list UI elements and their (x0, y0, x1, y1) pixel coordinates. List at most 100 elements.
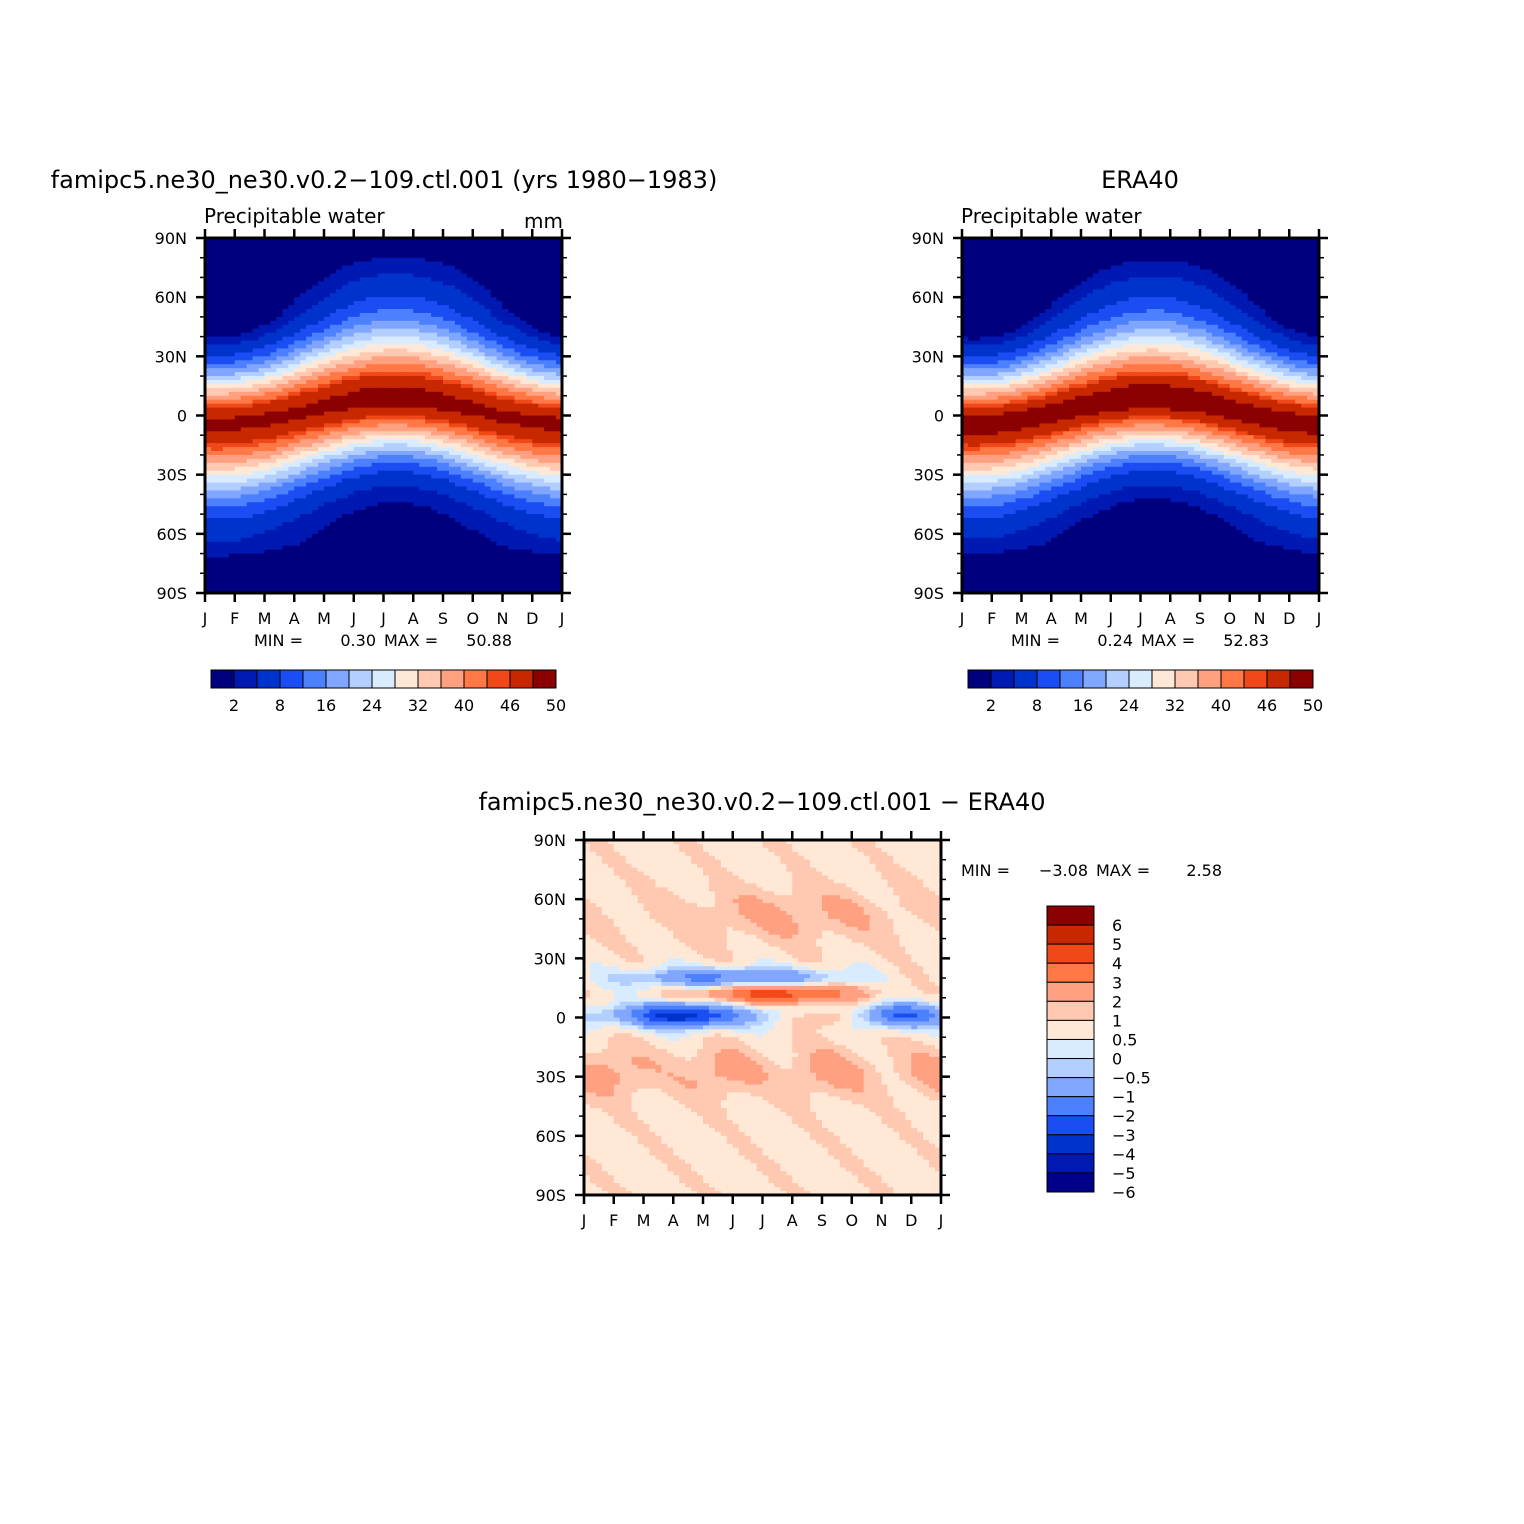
heatmap-cell (234, 368, 242, 373)
heatmap-cell (222, 387, 230, 393)
heatmap-cell (205, 494, 212, 499)
heatmap-cell (353, 387, 361, 393)
heatmap-cell (246, 344, 254, 350)
heatmap-cell (460, 498, 468, 503)
heatmap-cell (472, 383, 480, 389)
heatmap-cell (359, 478, 367, 484)
heatmap-cell (246, 368, 254, 373)
heatmap-cell (508, 297, 515, 302)
heatmap-cell (210, 391, 218, 397)
heatmap-cell (443, 439, 450, 444)
heatmap-cell (371, 466, 379, 472)
heatmap-cell (454, 458, 462, 464)
heatmap-cell (300, 502, 307, 507)
heatmap-cell (472, 443, 480, 448)
heatmap-cell (437, 419, 444, 424)
heatmap-cell (365, 253, 373, 259)
heatmap-cell (520, 399, 527, 405)
heatmap-cell (478, 320, 486, 326)
heatmap-cell (246, 474, 254, 480)
heatmap-cell (371, 305, 379, 310)
heatmap-cell (258, 510, 266, 515)
heatmap-cell (371, 277, 379, 282)
heatmap-cell (210, 297, 218, 302)
heatmap-cell (407, 289, 414, 294)
heatmap-cell (401, 498, 408, 503)
heatmap-cell (270, 289, 277, 294)
heatmap-cell (395, 360, 402, 365)
heatmap-cell (395, 553, 402, 559)
heatmap-cell (556, 297, 563, 302)
heatmap-cell (395, 549, 402, 555)
heatmap-cell (246, 419, 254, 424)
heatmap-cell (228, 257, 236, 263)
heatmap-cell (425, 273, 432, 279)
heatmap-cell (454, 553, 462, 559)
heatmap-cell (484, 372, 492, 377)
heatmap-cell (294, 419, 301, 424)
heatmap-cell (205, 261, 212, 267)
heatmap-cell (318, 443, 325, 448)
heatmap-cell (443, 411, 450, 417)
heatmap-cell (478, 518, 486, 523)
heatmap-cell (407, 297, 414, 302)
heatmap-cell (407, 305, 414, 310)
heatmap-cell (318, 454, 325, 460)
heatmap-cell (484, 332, 492, 338)
heatmap-cell (324, 466, 331, 472)
heatmap-cell (502, 522, 510, 527)
heatmap-cell (514, 328, 521, 334)
heatmap-cell (520, 277, 527, 282)
heatmap-cell (341, 419, 349, 424)
heatmap-cell (472, 431, 480, 436)
heatmap-cell (270, 340, 277, 346)
heatmap-cell (276, 474, 283, 480)
heatmap-cell (496, 490, 504, 495)
heatmap-cell (228, 309, 236, 314)
heatmap-cell (466, 411, 474, 417)
heatmap-cell (544, 336, 551, 342)
heatmap-cell (431, 309, 438, 314)
heatmap-cell (520, 447, 527, 452)
heatmap-cell (520, 356, 527, 361)
heatmap-cell (413, 533, 420, 539)
heatmap-cell (389, 427, 396, 432)
heatmap-cell (353, 238, 361, 243)
heatmap-cell (544, 352, 551, 357)
heatmap-cell (454, 368, 462, 373)
heatmap-cell (544, 395, 551, 401)
heatmap-cell (335, 557, 343, 563)
heatmap-cell (425, 340, 432, 346)
heatmap-cell (490, 305, 498, 310)
heatmap-cell (246, 324, 254, 330)
heatmap-cell (377, 470, 385, 476)
heatmap-cell (377, 557, 385, 563)
heatmap-cell (234, 514, 242, 519)
heatmap-cell (353, 364, 361, 369)
heatmap-cell (556, 305, 563, 310)
heatmap-cell (556, 522, 563, 527)
heatmap-cell (246, 537, 254, 543)
heatmap-cell (205, 238, 212, 243)
heatmap-cell (466, 427, 474, 432)
heatmap-cell (234, 297, 242, 302)
heatmap-cell (496, 514, 504, 519)
heatmap-cell (365, 324, 373, 330)
heatmap-cell (276, 458, 283, 464)
heatmap-cell (389, 470, 396, 476)
heatmap-cell (454, 249, 462, 255)
heatmap-cell (448, 415, 456, 421)
heatmap-cell (526, 376, 533, 381)
heatmap-cell (222, 553, 230, 559)
heatmap-cell (329, 399, 337, 405)
heatmap-cell (276, 364, 283, 369)
heatmap-cell (460, 557, 468, 563)
heatmap-cell (526, 368, 533, 373)
heatmap-cell (490, 447, 498, 452)
heatmap-cell (419, 336, 426, 342)
heatmap-cell (335, 372, 343, 377)
heatmap-cell (377, 482, 385, 488)
heatmap-cell (556, 443, 563, 448)
heatmap-cell (496, 561, 504, 566)
heatmap-cell (401, 305, 408, 310)
